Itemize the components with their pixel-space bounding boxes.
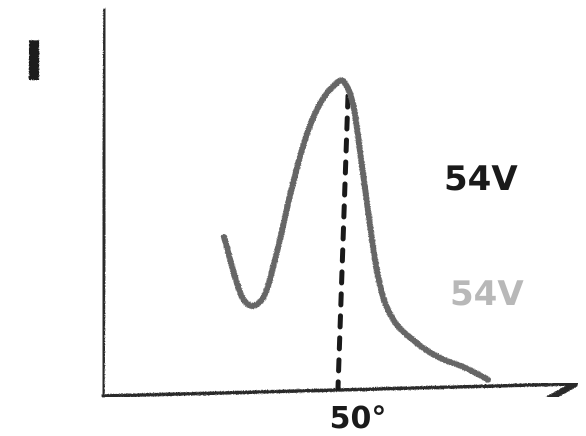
annotation-54v-faint: 54V — [450, 274, 524, 314]
x-tick-label: 50° — [330, 401, 387, 436]
series-line — [221, 77, 491, 383]
annotation-54v-dark: 54V — [444, 159, 518, 199]
svg-text:I: I — [24, 30, 44, 93]
peak-marker-line — [335, 93, 351, 391]
y-axis — [101, 8, 107, 398]
y-axis-label: I — [24, 30, 44, 93]
